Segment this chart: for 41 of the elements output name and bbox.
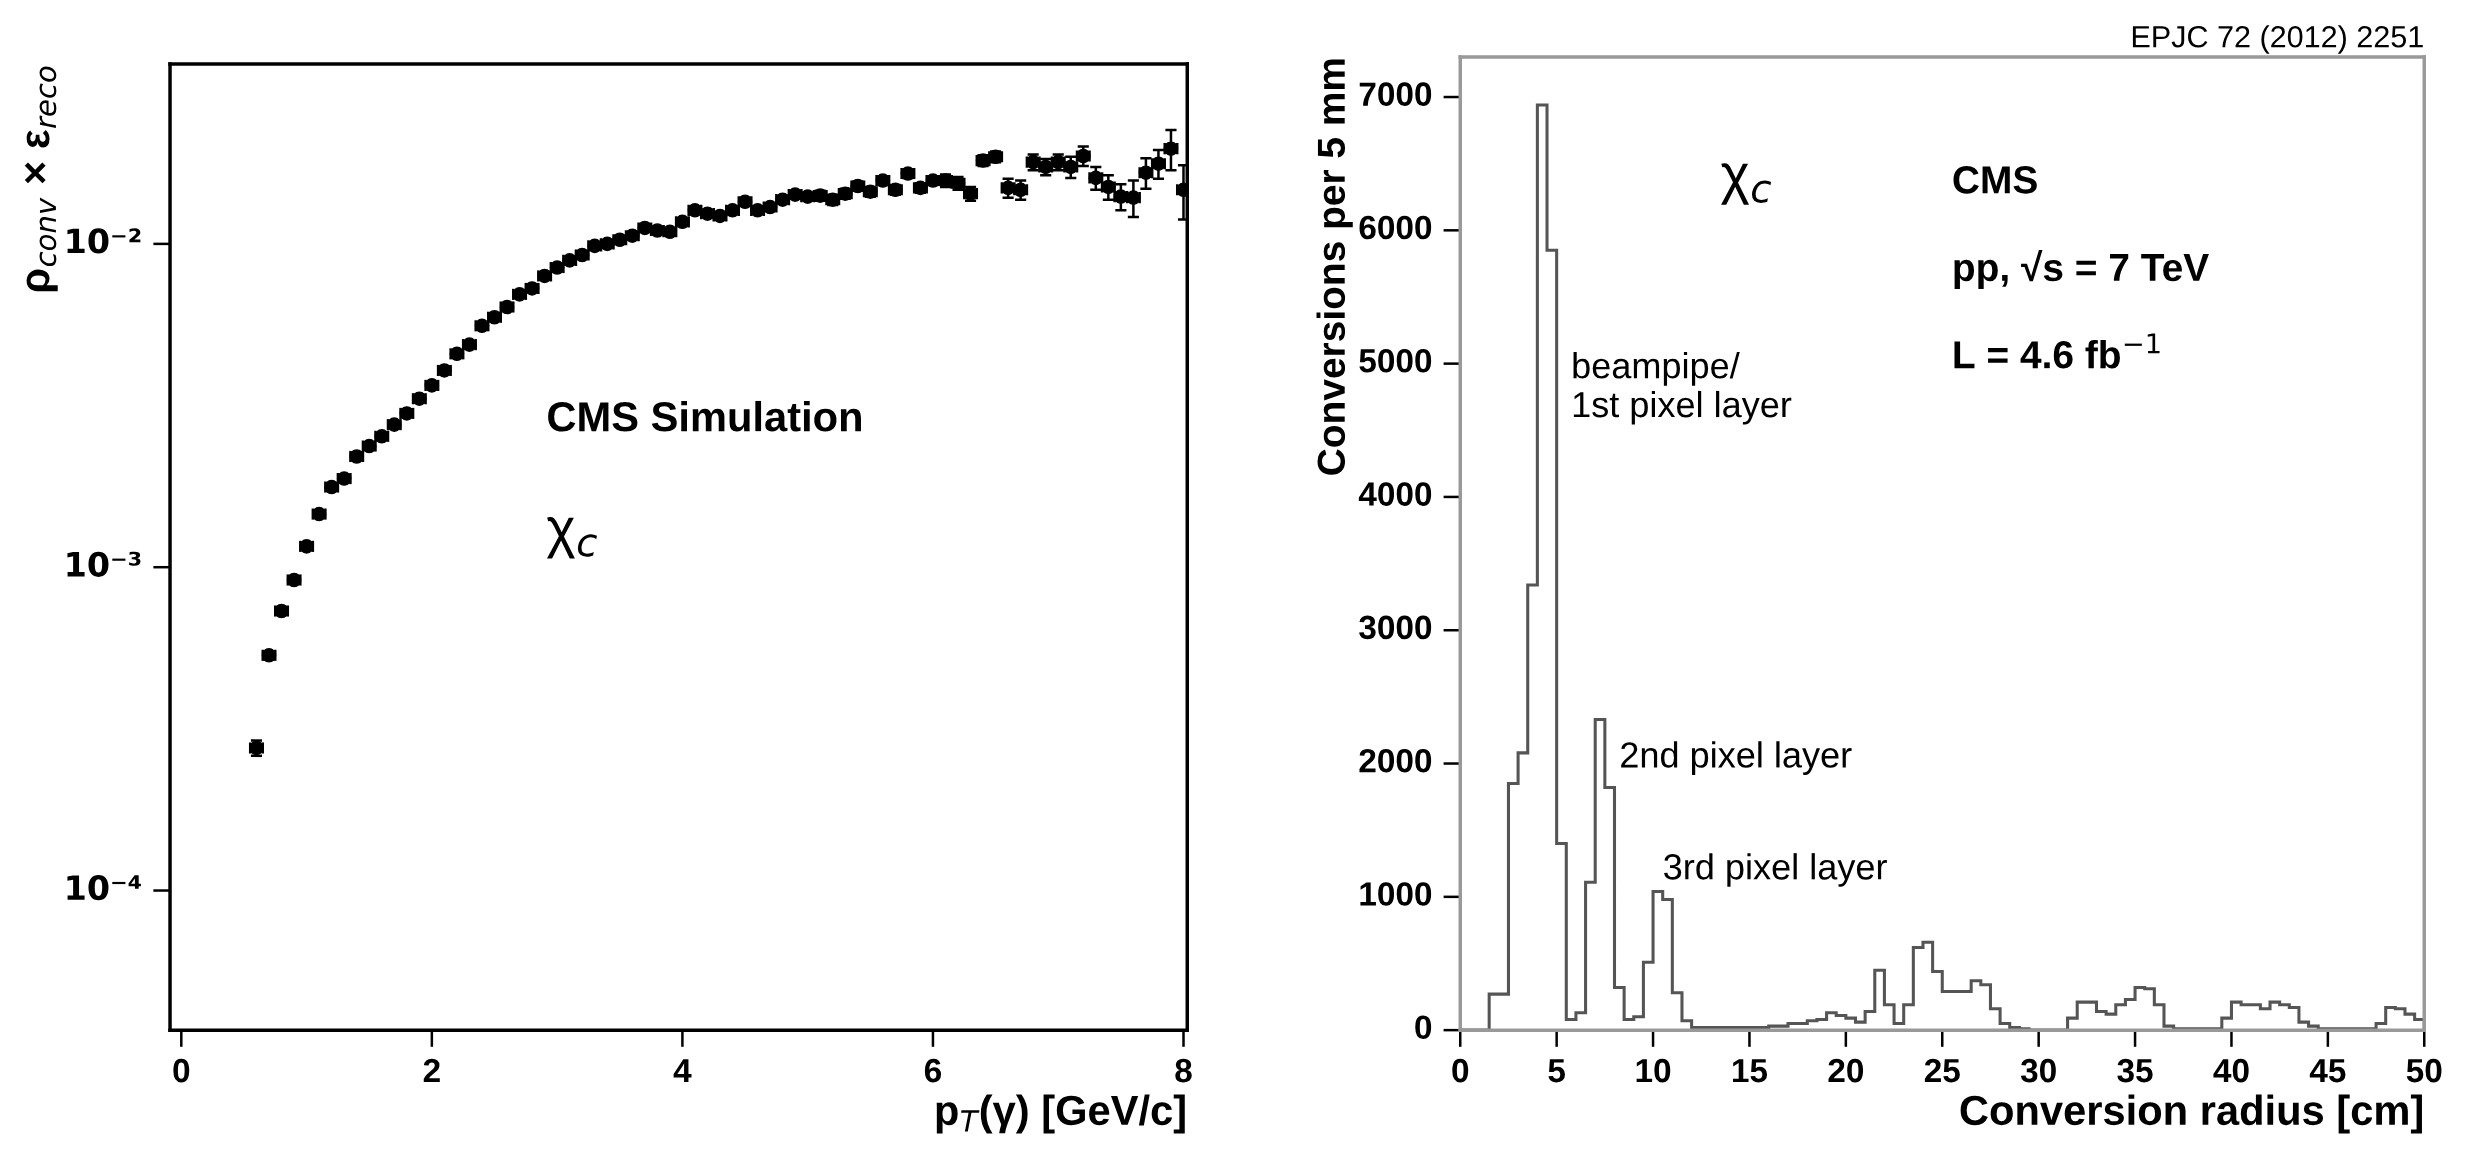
x-tick-label: 25	[1924, 1058, 1960, 1083]
x-tick-label: 50	[2406, 1058, 2442, 1083]
x-tick-label: 5	[1548, 1059, 1565, 1083]
x-tick-label: 8	[1175, 1058, 1192, 1083]
x-tick-label: 15	[1733, 1059, 1768, 1083]
y-tick-label: 7000	[1359, 82, 1432, 106]
y-tick-label: 4000	[1358, 482, 1432, 506]
y-axis-title: Conversions per 5 mm	[1316, 59, 1353, 475]
annotation: χ$_{c}$	[546, 517, 597, 559]
annotation: 2nd pixel layer	[1621, 741, 1852, 775]
y-tick-label: 5000	[1359, 348, 1432, 373]
y-tick-label: 0	[1415, 1015, 1432, 1040]
annotation: L = 4.6 fb$^{−1}$	[1954, 333, 2160, 369]
y-tick-label: 2000	[1359, 748, 1432, 773]
x-tick-label: 20	[1828, 1058, 1864, 1083]
x-tick-label: 30	[2020, 1058, 2056, 1083]
y-tick-label: 1000	[1360, 882, 1432, 906]
annotation: beampipe/ 1st pixel layer	[1573, 352, 1792, 425]
y-tick-label: 10⁻²	[67, 228, 141, 254]
x-tick-label: 0	[173, 1058, 190, 1083]
y-tick-label: 6000	[1359, 215, 1432, 240]
y-tick-label: 3000	[1359, 615, 1432, 640]
x-tick-label: 35	[2117, 1058, 2153, 1083]
x-tick-label: 40	[2213, 1058, 2249, 1083]
y-tick-label: 10⁻³	[67, 551, 141, 577]
x-tick-label: 0	[1452, 1058, 1469, 1083]
x-axis-title: Conversion radius [cm]	[1960, 1094, 2422, 1134]
x-tick-label: 10	[1636, 1058, 1671, 1083]
annotation: χ$_{c}$	[1721, 163, 1772, 205]
x-tick-label: 45	[2309, 1059, 2346, 1083]
annotation: 3rd pixel layer	[1664, 853, 1887, 887]
y-axis-title: ρ$_{conv}$ × ε$_{reco}$	[24, 66, 58, 292]
annotation: pp, √s = 7 TeV	[1954, 250, 2209, 289]
annotation: CMS	[1953, 166, 2037, 194]
x-tick-label: 4	[673, 1059, 692, 1083]
y-tick-label: 10⁻⁴	[67, 874, 141, 901]
text: EPJC 72 (2012) 2251	[2132, 25, 2423, 54]
x-tick-label: 2	[423, 1058, 440, 1083]
x-axis-title: p$_{T}$(γ) [GeV/c]	[936, 1094, 1185, 1134]
annotation: CMS Simulation	[548, 400, 861, 432]
x-tick-label: 6	[924, 1058, 942, 1083]
